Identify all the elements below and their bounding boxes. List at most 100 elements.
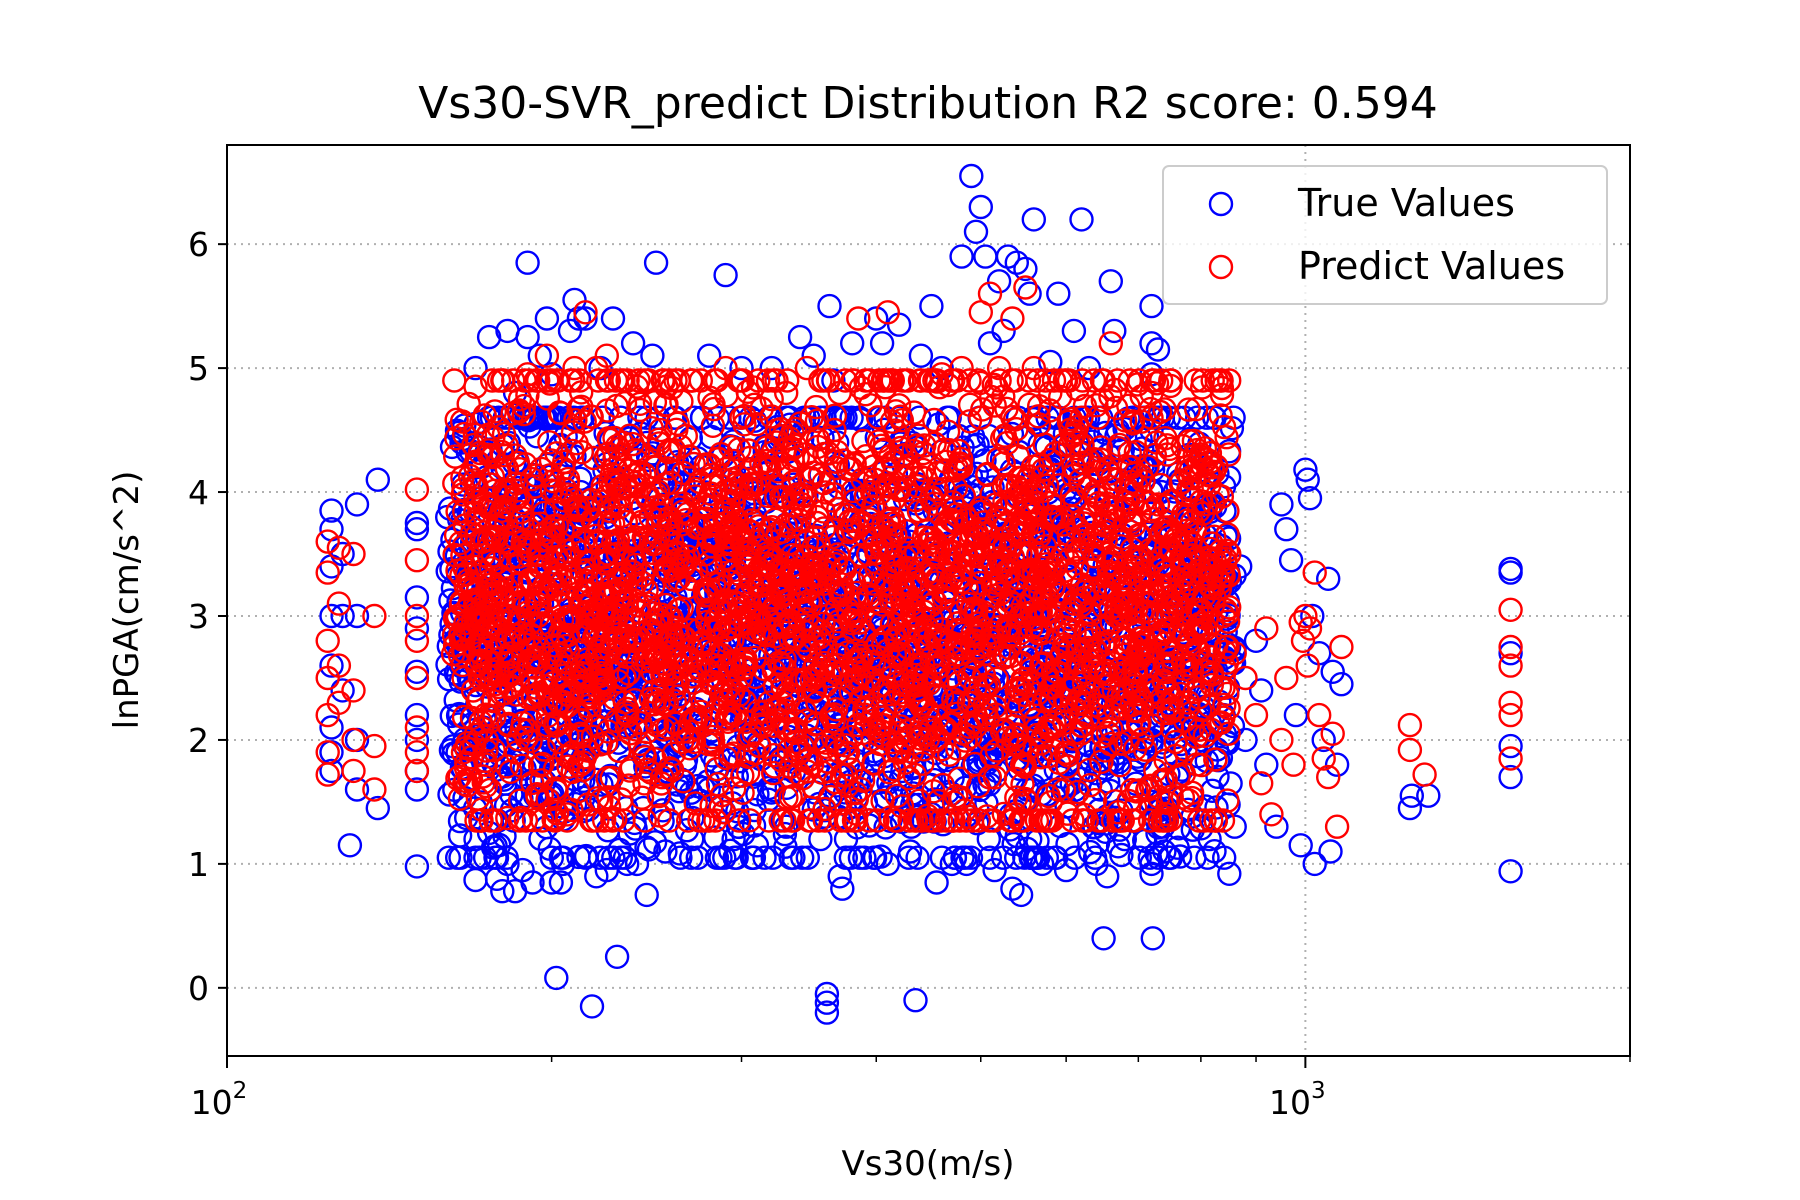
predict-value-point xyxy=(909,808,934,833)
predict-value-point xyxy=(1215,788,1240,813)
predict-value-point xyxy=(445,603,471,629)
predict-value-point xyxy=(576,497,602,522)
predict-value-point xyxy=(1059,601,1084,627)
predict-value-point xyxy=(1039,808,1065,833)
true-value-point xyxy=(1498,641,1523,666)
predict-value-point xyxy=(851,428,876,454)
true-value-point xyxy=(463,355,488,381)
true-value-point xyxy=(495,318,520,344)
predict-value-point xyxy=(944,632,970,657)
predict-value-point xyxy=(1212,692,1237,718)
predict-value-point xyxy=(701,396,727,422)
true-value-point xyxy=(857,813,882,838)
true-value-point xyxy=(476,820,502,846)
predict-value-point xyxy=(1024,808,1050,833)
predict-value-point xyxy=(708,795,733,820)
predict-value-point xyxy=(928,630,953,656)
predict-value-point xyxy=(1094,491,1120,516)
true-value-point xyxy=(440,575,466,601)
true-value-point xyxy=(905,845,930,870)
predict-value-point xyxy=(762,754,787,779)
predict-value-point xyxy=(605,669,631,694)
predict-value-point xyxy=(914,614,939,640)
true-value-point xyxy=(1001,831,1026,857)
predict-value-point xyxy=(963,714,989,739)
predict-value-point xyxy=(1077,757,1102,783)
true-value-point xyxy=(579,994,605,1019)
true-value-point xyxy=(1182,845,1207,870)
true-value-point xyxy=(903,988,928,1013)
predict-value-point xyxy=(1004,785,1029,810)
predict-value-point xyxy=(442,368,467,393)
true-value-point xyxy=(667,841,692,866)
predict-value-point xyxy=(589,788,614,813)
predict-value-point xyxy=(1004,417,1029,442)
predict-value-point xyxy=(953,655,978,681)
true-value-point xyxy=(436,845,461,870)
true-value-point xyxy=(476,324,502,350)
predict-value-point xyxy=(1006,675,1031,701)
true-value-point xyxy=(1008,882,1034,908)
predict-value-point xyxy=(683,705,708,730)
true-value-point xyxy=(617,821,642,846)
true-value-point xyxy=(1094,864,1120,889)
true-value-point xyxy=(512,756,537,781)
true-value-point xyxy=(1269,492,1294,517)
true-value-point xyxy=(977,845,1002,870)
true-value-point xyxy=(573,306,598,331)
true-value-point xyxy=(897,839,923,864)
true-value-point xyxy=(1498,560,1523,585)
predict-value-point xyxy=(874,473,900,498)
predict-value-point xyxy=(1102,696,1128,721)
true-value-point xyxy=(634,882,659,908)
true-value-point xyxy=(1167,844,1193,869)
predict-value-point xyxy=(1003,368,1028,393)
predict-value-point xyxy=(804,510,830,536)
true-value-point xyxy=(1324,752,1350,777)
true-value-point xyxy=(404,616,430,641)
true-value-point xyxy=(1318,839,1343,864)
predict-value-point xyxy=(1061,463,1086,489)
true-value-point xyxy=(404,702,430,728)
predict-value-point xyxy=(595,765,620,791)
predict-value-point xyxy=(963,675,988,701)
true-value-point xyxy=(1053,857,1079,883)
true-value-point xyxy=(827,864,852,889)
predict-value-point xyxy=(708,441,733,467)
predict-value-point xyxy=(676,808,701,833)
predict-value-point xyxy=(916,368,941,393)
predict-value-point xyxy=(816,426,841,451)
true-value-point xyxy=(713,262,738,288)
true-value-point xyxy=(864,306,889,331)
true-value-point xyxy=(1217,861,1242,886)
true-value-point xyxy=(1295,467,1320,492)
predict-value-point xyxy=(924,663,949,688)
predict-value-point xyxy=(1150,768,1175,793)
predict-value-point xyxy=(787,507,812,533)
predict-value-point xyxy=(1038,790,1063,815)
true-value-point xyxy=(814,1000,840,1025)
true-value-point xyxy=(886,312,912,337)
true-value-point xyxy=(539,870,564,895)
predict-value-point xyxy=(450,638,476,664)
predict-value-point xyxy=(1090,616,1116,641)
predict-value-point xyxy=(496,531,521,556)
predict-value-point xyxy=(530,751,555,777)
true-value-point xyxy=(908,343,934,368)
predict-value-point xyxy=(539,478,564,503)
true-value-point xyxy=(330,603,355,629)
predict-value-point xyxy=(894,519,919,544)
true-value-point xyxy=(729,355,754,381)
predict-value-point xyxy=(627,391,653,416)
predict-value-point xyxy=(975,804,1000,829)
predict-value-point xyxy=(1135,776,1161,801)
predict-value-point xyxy=(472,403,497,428)
predict-value-point xyxy=(463,722,488,748)
true-value-point xyxy=(1278,548,1304,573)
predict-value-point xyxy=(956,690,982,716)
true-value-point xyxy=(919,293,944,319)
predict-value-point xyxy=(833,368,858,393)
true-value-point xyxy=(319,603,344,629)
predict-value-point xyxy=(768,808,793,833)
